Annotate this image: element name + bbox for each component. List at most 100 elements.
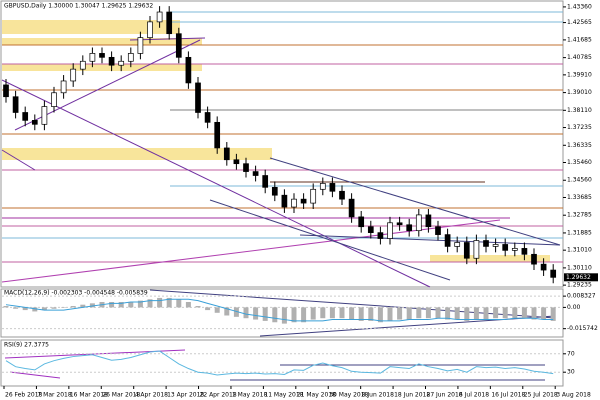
x-tick-label: 3 Aug 2018 (556, 392, 591, 399)
macd-bar (128, 301, 134, 308)
macd-bar (550, 307, 556, 321)
candle-body (415, 214, 422, 232)
candle-body (185, 56, 192, 84)
macd-bar (89, 303, 95, 308)
macd-bar (224, 307, 230, 316)
macd-bar (233, 307, 239, 317)
y-tick-label: 1.35460 (567, 159, 592, 166)
x-tick-label: 26 Feb 2018 (5, 392, 43, 399)
x-tick-label: 25 Jul 2018 (524, 392, 558, 399)
rsi-line (5, 350, 554, 376)
macd-bar (13, 307, 19, 309)
candle-body (12, 96, 19, 113)
x-tick-label: 13 Apr 2018 (167, 392, 204, 399)
candle-body (262, 175, 269, 188)
candle-body (348, 198, 355, 218)
x-tick-label: 8 Jun 2018 (362, 392, 394, 399)
candle-body (339, 190, 345, 200)
candle-body (454, 242, 461, 247)
y-tick-label: 30 (567, 369, 575, 376)
macd-bar (185, 301, 191, 308)
macd-bar (214, 307, 220, 313)
candle-body (435, 226, 441, 235)
y-tick-label: -0.015742 (567, 325, 598, 332)
macd-bar (147, 299, 153, 308)
macd-bar (521, 307, 527, 319)
macd-bar (109, 301, 115, 308)
candle-body (396, 222, 403, 226)
y-tick-label: 1.32785 (567, 212, 592, 219)
macd-bar (281, 307, 287, 324)
candle-body (51, 92, 57, 107)
y-tick-label: 1.31010 (567, 247, 592, 254)
candle-body (3, 84, 9, 98)
macd-bar (310, 307, 316, 320)
x-tick-label: 16 Jul 2018 (491, 392, 525, 399)
candle-body (377, 232, 384, 239)
y-tick-label: 1.43360 (567, 3, 592, 10)
macd-bar (329, 307, 335, 319)
candle-body (79, 60, 86, 70)
candle-body (166, 11, 173, 35)
macd-title: MACD(12,26,9) -0.002303 -0.004548 -0.005… (4, 290, 148, 297)
candle-body (60, 80, 67, 94)
macd-bar (41, 307, 47, 311)
macd-bar (195, 306, 201, 308)
y-tick-label: 1.38110 (567, 107, 592, 114)
y-tick-label: 0.00 (567, 304, 581, 311)
candle-body (204, 112, 211, 123)
candle-body (300, 198, 307, 204)
candle-body (502, 244, 509, 251)
macd-bar (22, 307, 28, 311)
y-tick-label: 1.29235 (567, 282, 592, 289)
candle-body (540, 263, 547, 271)
candle-body (281, 194, 288, 208)
candle-body (271, 186, 278, 196)
x-tick-label: 16 Mar 2018 (70, 392, 108, 399)
macd-bar (176, 299, 182, 308)
zones (2, 20, 550, 262)
trend-lines (1, 37, 561, 381)
macd-bar (70, 306, 76, 308)
macd-bar (454, 307, 460, 320)
macd-bar (243, 307, 249, 319)
candle-body (463, 242, 470, 259)
rsi-title: RSI(9) 27.3775 (4, 342, 49, 349)
macd-bar (80, 304, 86, 308)
x-tick-label: 11 May 2018 (264, 392, 303, 399)
candle-body (108, 56, 115, 66)
macd-bar (358, 307, 364, 321)
macd-bar (205, 307, 211, 311)
y-tick-label: 1.40785 (567, 54, 592, 61)
macd-bar (301, 307, 307, 323)
candle-body (22, 112, 29, 121)
y-tick-label: 1.36335 (567, 142, 592, 149)
macd-bar (397, 307, 403, 320)
candle-body (358, 216, 365, 228)
current-price-box (564, 273, 598, 282)
signal-line (5, 298, 554, 322)
macd-bar (137, 300, 143, 308)
candle-body (387, 222, 393, 239)
candle-body (31, 120, 38, 125)
candle-body (175, 33, 182, 58)
macd-bar (531, 307, 537, 320)
macd-bar (349, 307, 355, 320)
macd-bar (483, 307, 489, 320)
candle-body (291, 198, 297, 208)
current-price: 1.29632 (566, 274, 591, 281)
macd-bar (377, 307, 383, 323)
macd-bar (262, 307, 268, 321)
macd-bar (61, 307, 67, 308)
candle-body (137, 37, 144, 54)
y-tick-label: 1.31885 (567, 229, 592, 236)
candle-body (243, 163, 249, 172)
candle-body (406, 224, 413, 232)
y-tick-label: 1.42565 (567, 19, 592, 26)
candle-body (252, 171, 259, 176)
candle-body (444, 234, 451, 247)
candle-body (70, 68, 77, 82)
candle-body (147, 21, 153, 38)
x-tick-label: 21 May 2018 (297, 392, 336, 399)
candle-body (41, 106, 48, 125)
